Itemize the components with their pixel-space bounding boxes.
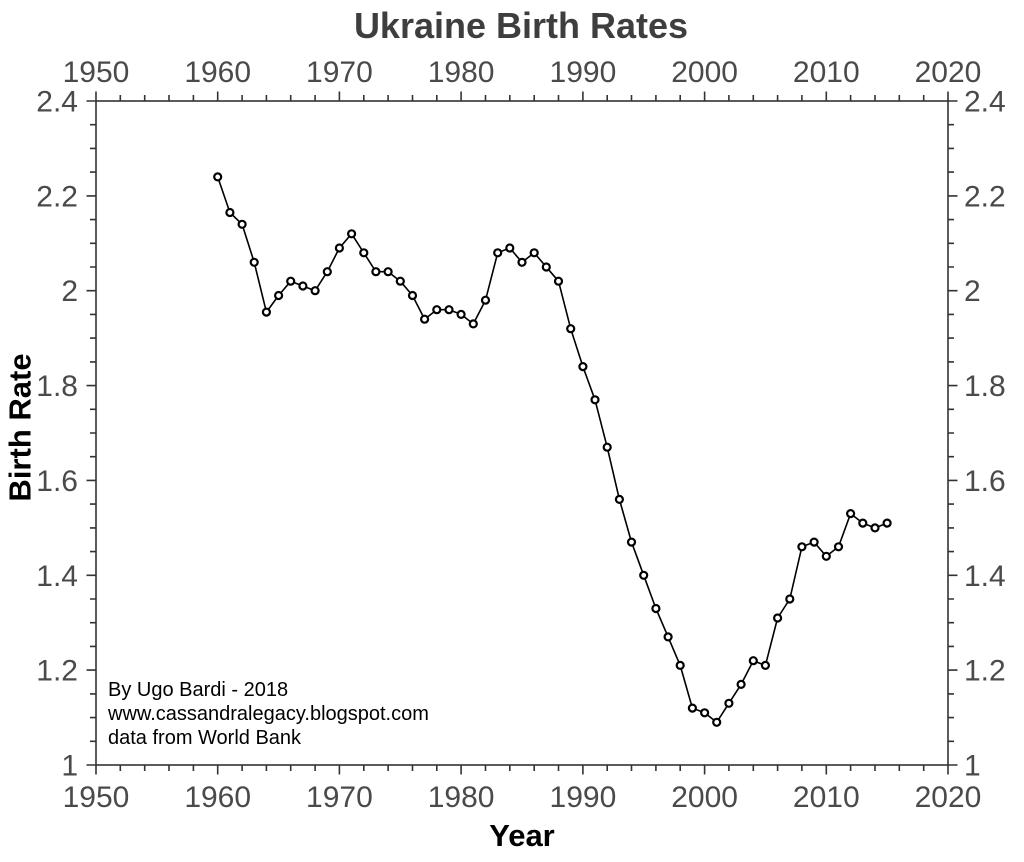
- svg-text:www.cassandralegacy.blogspot.c: www.cassandralegacy.blogspot.com: [107, 703, 429, 725]
- svg-text:1.4: 1.4: [36, 560, 78, 593]
- svg-text:1980: 1980: [428, 56, 495, 89]
- svg-text:2010: 2010: [793, 781, 860, 814]
- svg-text:Birth Rate: Birth Rate: [3, 353, 38, 501]
- svg-text:1960: 1960: [184, 781, 251, 814]
- svg-text:2: 2: [61, 275, 78, 308]
- svg-text:1: 1: [964, 750, 981, 783]
- svg-text:Year: Year: [489, 818, 555, 853]
- svg-text:1970: 1970: [306, 781, 373, 814]
- svg-text:By Ugo Bardi - 2018: By Ugo Bardi - 2018: [108, 679, 288, 701]
- svg-text:2.2: 2.2: [964, 180, 1006, 213]
- svg-text:1950: 1950: [63, 781, 130, 814]
- svg-text:1.6: 1.6: [36, 465, 78, 498]
- svg-text:1.2: 1.2: [964, 655, 1006, 688]
- svg-text:data from World Bank: data from World Bank: [108, 727, 302, 749]
- svg-text:2000: 2000: [671, 56, 738, 89]
- svg-text:1.8: 1.8: [964, 370, 1006, 403]
- svg-text:1960: 1960: [184, 56, 251, 89]
- svg-text:2: 2: [964, 275, 981, 308]
- svg-text:1990: 1990: [550, 56, 617, 89]
- svg-text:1.2: 1.2: [36, 655, 78, 688]
- svg-text:2.4: 2.4: [36, 86, 78, 119]
- svg-text:2.4: 2.4: [964, 86, 1006, 119]
- svg-text:2010: 2010: [793, 56, 860, 89]
- svg-text:1950: 1950: [63, 56, 130, 89]
- svg-text:Ukraine Birth Rates: Ukraine Birth Rates: [354, 5, 688, 46]
- svg-text:1.6: 1.6: [964, 465, 1006, 498]
- svg-text:1: 1: [61, 750, 78, 783]
- svg-text:1990: 1990: [550, 781, 617, 814]
- svg-text:1970: 1970: [306, 56, 373, 89]
- svg-text:1980: 1980: [428, 781, 495, 814]
- svg-text:2.2: 2.2: [36, 180, 78, 213]
- svg-text:1.4: 1.4: [964, 560, 1006, 593]
- svg-text:2020: 2020: [915, 56, 982, 89]
- svg-text:1.8: 1.8: [36, 370, 78, 403]
- svg-text:2000: 2000: [671, 781, 738, 814]
- svg-text:2020: 2020: [915, 781, 982, 814]
